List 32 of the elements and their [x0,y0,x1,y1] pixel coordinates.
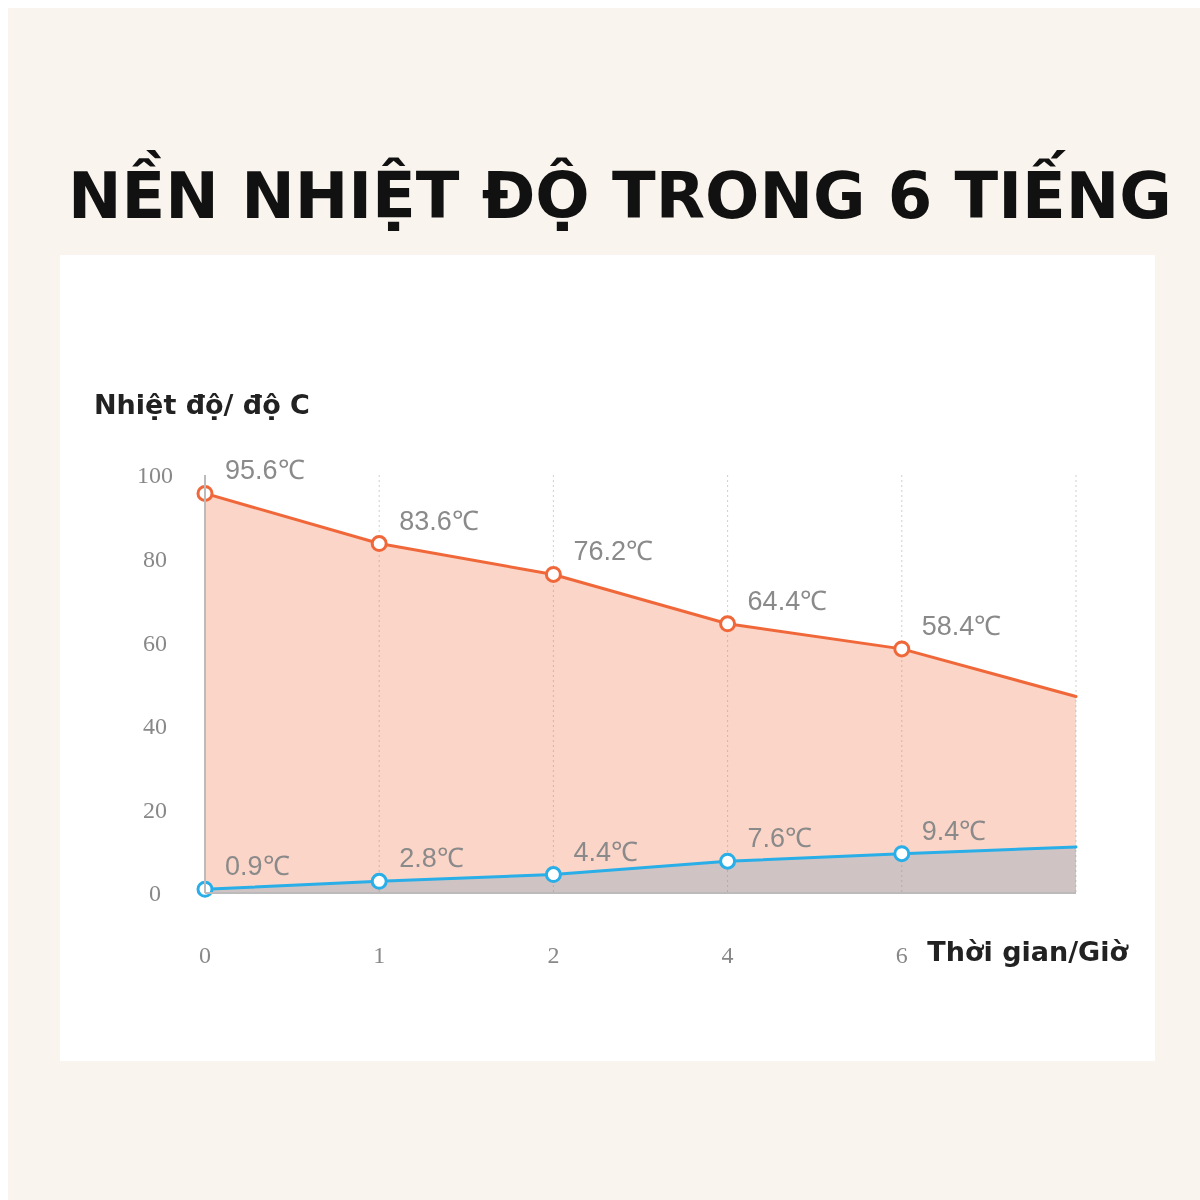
data-label: 95.6℃ [225,455,305,486]
point [544,565,562,583]
chart-title: NỀN NHIỆT ĐỘ TRONG 6 TIẾNG [68,150,1172,233]
data-label: 83.6℃ [399,505,479,536]
point [370,872,388,890]
x-axis-title: Thời gian/Giờ [927,936,1130,967]
data-label: 2.8℃ [399,843,464,874]
y-tick-label: 80 [143,546,167,572]
x-tick-label: 4 [721,942,734,968]
x-tick-label: 6 [895,942,908,968]
data-label: 58.4℃ [921,610,1002,641]
data-label: 9.4℃ [921,815,987,846]
point [370,535,388,553]
data-label: 64.4℃ [747,585,828,616]
data-label: 76.2℃ [573,536,653,567]
data-label: 7.6℃ [747,823,813,854]
point [719,615,737,633]
y-tick-label: 60 [143,629,167,656]
data-label: 4.4℃ [573,836,638,867]
point [544,866,562,884]
point [893,845,911,863]
x-tick-label: 2 [547,942,560,968]
data-label: 0.9℃ [225,851,290,882]
y-tick-label: 100 [137,462,173,489]
x-tick-label: 1 [373,942,386,968]
point [893,640,911,658]
point [719,852,737,870]
y-tick-label: 20 [143,796,167,823]
y-tick-label: 0 [149,880,161,907]
x-tick-label: 0 [199,942,211,968]
y-tick-label: 40 [143,713,167,740]
y-axis-title: Nhiệt độ/ độ C [94,389,310,420]
